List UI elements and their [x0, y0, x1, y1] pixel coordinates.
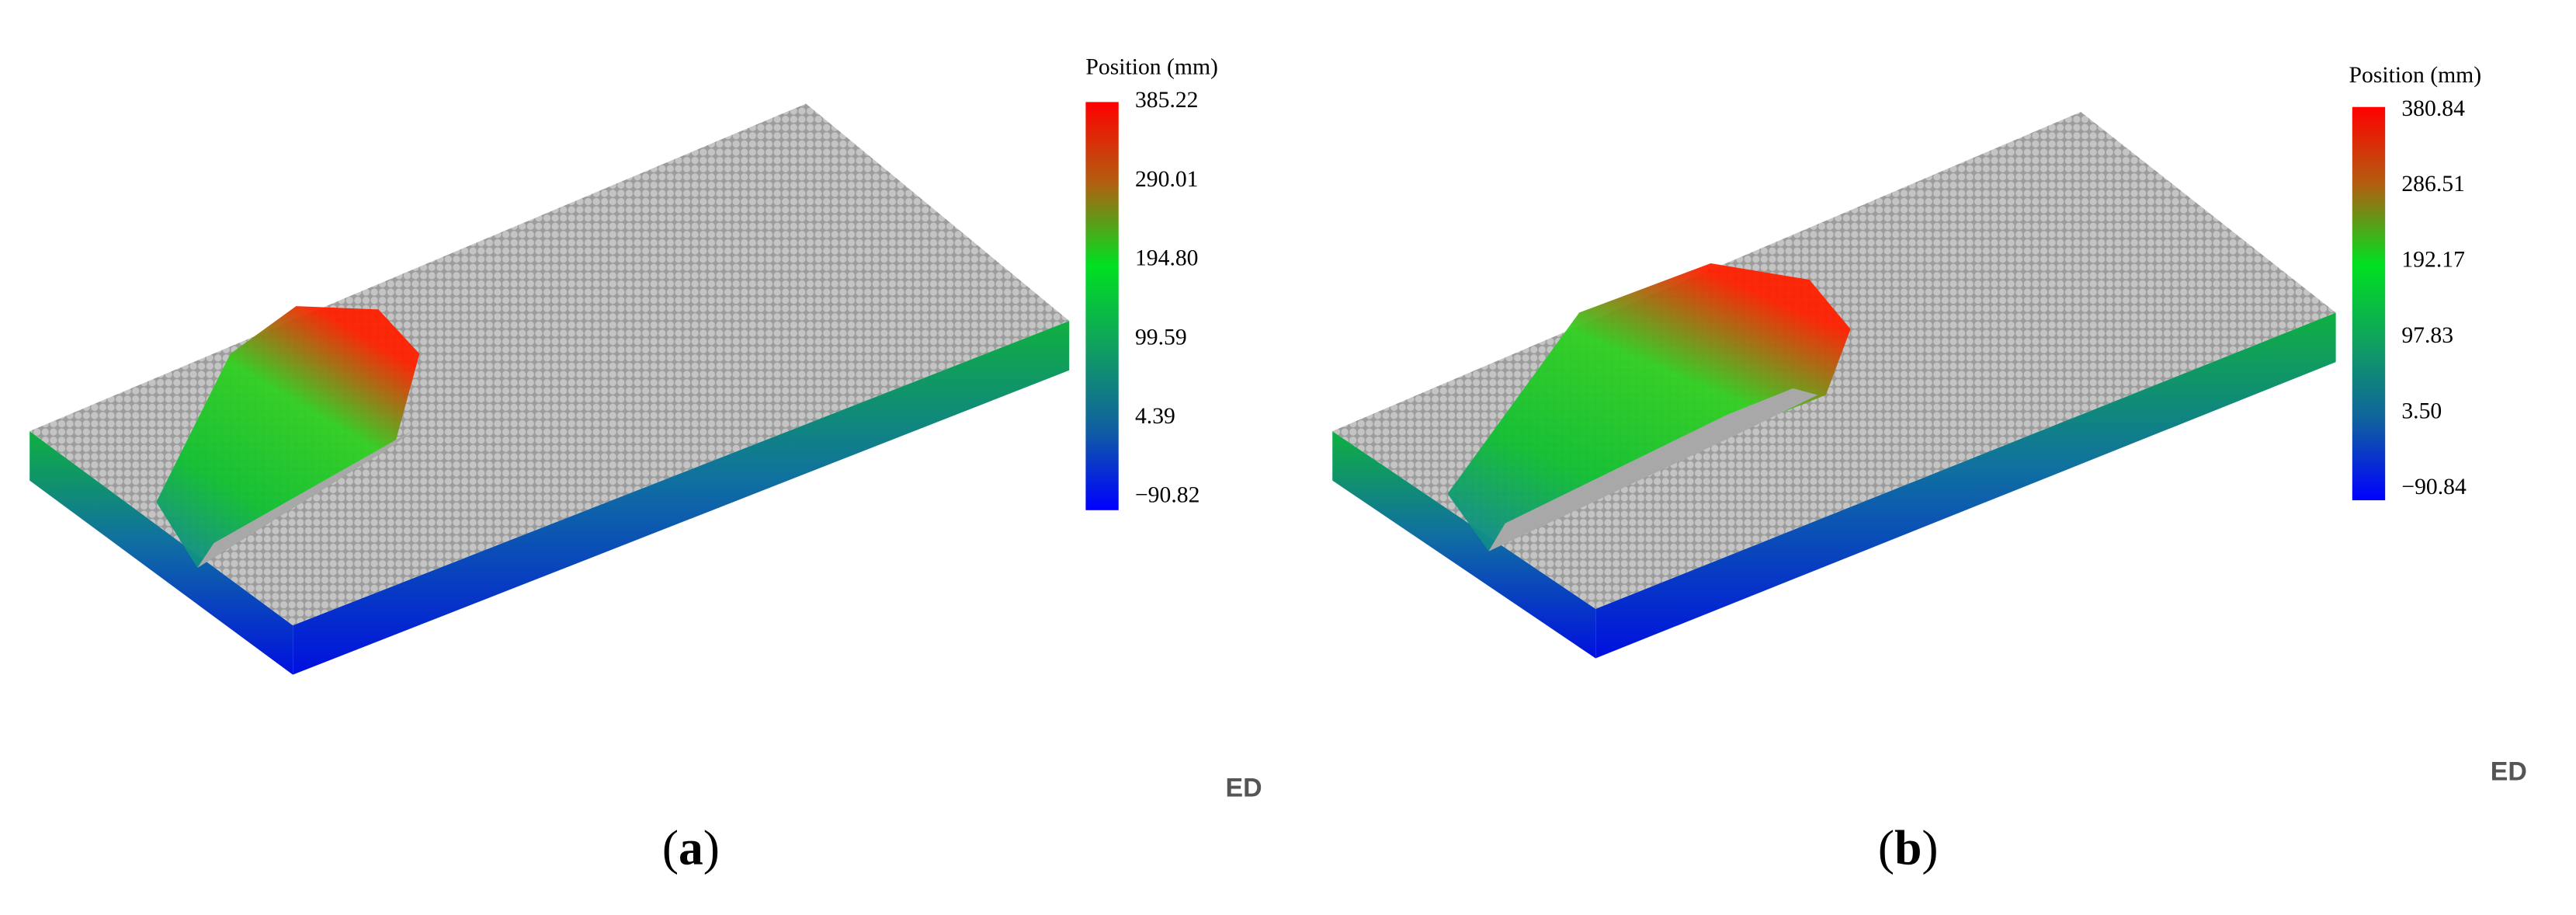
simulation-a: [30, 103, 1070, 675]
colorbar-tick-label: 194.80: [1135, 246, 1199, 271]
simulation-b: [1332, 112, 2336, 659]
colorbar-title: Position (mm): [2349, 63, 2482, 88]
caption-open: (: [1878, 819, 1894, 875]
caption-letter: a: [679, 819, 703, 875]
caption-open: (: [662, 819, 679, 875]
colorbar-tick-label: 286.51: [2401, 172, 2465, 197]
colorbar-tick-label: −90.82: [1135, 483, 1199, 508]
caption: (a): [662, 819, 720, 875]
watermark: ED: [1225, 773, 1262, 802]
colorbar-tick-label: 290.01: [1135, 167, 1199, 192]
colorbar-tick-label: 4.39: [1135, 404, 1175, 429]
caption: (b): [1878, 819, 1939, 875]
colorbar-title: Position (mm): [1085, 54, 1218, 79]
colorbar: [1085, 102, 1119, 510]
caption-close: ): [1922, 819, 1938, 875]
caption-letter: b: [1894, 819, 1922, 875]
colorbar: [2352, 106, 2386, 501]
colorbar-tick-label: 3.50: [2401, 399, 2442, 424]
caption-close: ): [703, 819, 720, 875]
colorbar-tick-label: 99.59: [1135, 325, 1187, 350]
colorbar-tick-label: 97.83: [2401, 323, 2453, 348]
colorbar-tick-label: 385.22: [1135, 88, 1199, 113]
colorbar-tick-label: 380.84: [2401, 96, 2465, 121]
watermark: ED: [2491, 757, 2527, 786]
colorbar-tick-label: 192.17: [2401, 248, 2465, 273]
colorbar-tick-label: −90.84: [2401, 475, 2467, 499]
